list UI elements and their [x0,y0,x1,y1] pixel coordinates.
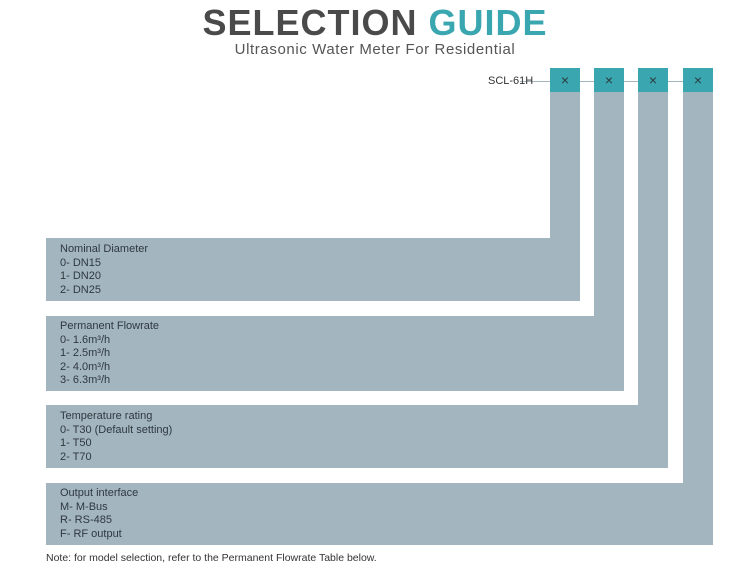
section-panel-temperature-rating [46,405,668,468]
section-heading: Output interface [60,487,139,499]
section-output-interface: Output interface M- M-Bus R- RS-485 F- R… [60,487,138,541]
section-permanent-flowrate: Permanent Flowrate 0- 1.6m³/h 1- 2.5m³/h… [60,320,159,388]
section-heading: Permanent Flowrate [60,320,160,332]
option-item: 0- DN15 [60,256,101,269]
title-guide: GUIDE [428,2,548,43]
section-panel-output-interface [46,483,713,545]
option-item: R- RS-485 [60,514,112,526]
section-nominal-diameter: Nominal Diameter 0- DN15 1- DN20 2- DN25 [60,243,148,297]
option-item: 2- DN25 [60,283,101,296]
option-item: 0- T30 (Default setting) [60,423,173,436]
section-panel-nominal-diameter [46,238,580,301]
connector-stem-2 [594,92,624,316]
option-item: 2- T70 [60,450,92,463]
option-item: 0- 1.6m³/h [60,333,111,346]
code-slot-3: × [638,68,668,92]
option-item: 2- 4.0m³/h [60,360,111,373]
connector-stem-4 [683,92,713,483]
connector-stem-3 [638,92,668,405]
section-heading: Temperature rating [60,410,153,422]
title-selection: SELECTION [202,2,418,43]
footnote: Note: for model selection, refer to the … [46,552,377,564]
connector-stem-1 [550,92,580,238]
option-item: 3- 6.3m³/h [60,374,111,386]
option-item: M- M-Bus [60,500,108,513]
section-panel-permanent-flowrate [46,316,624,391]
page-title: SELECTION GUIDE [0,2,750,44]
option-item: F- RF output [60,527,122,540]
option-item: 1- 2.5m³/h [60,347,111,359]
section-heading: Nominal Diameter [60,243,149,255]
option-item: 1- DN20 [60,270,101,282]
section-temperature-rating: Temperature rating 0- T30 (Default setti… [60,410,172,464]
code-slot-4: × [683,68,713,92]
page-subtitle: Ultrasonic Water Meter For Residential [234,41,516,58]
code-slot-1: × [550,68,580,92]
option-item: 1- T50 [60,437,92,449]
model-code: SCL-61H [488,75,534,87]
code-slot-2: × [594,68,624,92]
